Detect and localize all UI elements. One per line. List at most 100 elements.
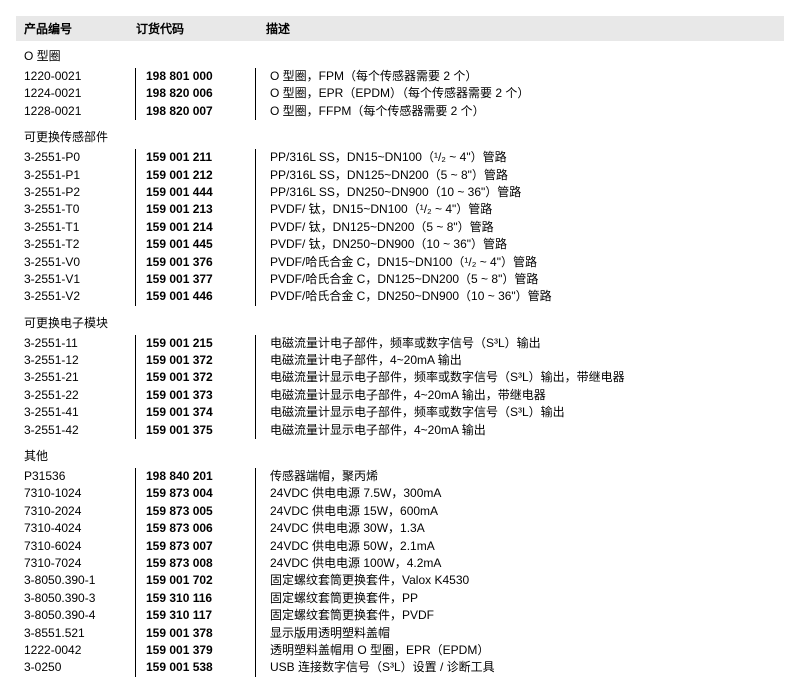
table-row: P31536198 840 201传感器端帽，聚丙烯 [16,468,784,485]
cell-description: PVDF/哈氏合金 C，DN15~DN100（¹/₂ ~ 4"）管路 [256,254,784,271]
table-body: O 型圈1220-0021198 801 000O 型圈，FPM（每个传感器需要… [16,41,784,677]
cell-product-no: 3-2551-21 [16,369,136,386]
table-row: 3-2551-21159 001 372电磁流量计显示电子部件，频率或数字信号（… [16,369,784,386]
cell-description: 显示版用透明塑料盖帽 [256,625,784,642]
cell-order-code: 159 001 214 [136,219,256,236]
cell-order-code: 159 001 444 [136,184,256,201]
section-block: 可更换传感部件3-2551-P0159 001 211PP/316L SS，DN… [16,122,784,306]
cell-description: 固定螺纹套筒更换套件，Valox K4530 [256,572,784,589]
cell-description: PP/316L SS，DN125~DN200（5 ~ 8"）管路 [256,167,784,184]
table-row: 3-2551-P2159 001 444PP/316L SS，DN250~DN9… [16,184,784,201]
table-row: 3-8050.390-1159 001 702固定螺纹套筒更换套件，Valox … [16,572,784,589]
cell-product-no: 7310-2024 [16,503,136,520]
cell-description: 24VDC 供电电源 15W，600mA [256,503,784,520]
table-header: 产品编号 订货代码 描述 [16,16,784,41]
table-row: 3-2551-12159 001 372电磁流量计电子部件，4~20mA 输出 [16,352,784,369]
cell-order-code: 159 001 372 [136,369,256,386]
cell-order-code: 159 001 213 [136,201,256,218]
cell-order-code: 159 001 376 [136,254,256,271]
cell-product-no: 3-2551-V2 [16,288,136,305]
cell-product-no: 3-2551-P1 [16,167,136,184]
cell-description: 电磁流量计电子部件，4~20mA 输出 [256,352,784,369]
header-description: 描述 [256,20,784,37]
cell-product-no: 3-2551-12 [16,352,136,369]
table-row: 3-2551-V0159 001 376PVDF/哈氏合金 C，DN15~DN1… [16,254,784,271]
section-title: 其他 [16,441,784,468]
cell-description: 24VDC 供电电源 50W，2.1mA [256,538,784,555]
table-row: 3-8551.521159 001 378显示版用透明塑料盖帽 [16,625,784,642]
section-title: 可更换传感部件 [16,122,784,149]
table-row: 3-2551-T1159 001 214PVDF/ 钛，DN125~DN200（… [16,219,784,236]
section-rows: P31536198 840 201传感器端帽，聚丙烯7310-1024159 8… [16,468,784,677]
cell-description: PVDF/ 钛，DN250~DN900（10 ~ 36"）管路 [256,236,784,253]
cell-order-code: 198 801 000 [136,68,256,85]
cell-product-no: 1222-0042 [16,642,136,659]
cell-order-code: 159 001 379 [136,642,256,659]
table-row: 3-2551-T0159 001 213PVDF/ 钛，DN15~DN100（¹… [16,201,784,218]
cell-order-code: 159 001 211 [136,149,256,166]
cell-description: 电磁流量计显示电子部件，频率或数字信号（S³L）输出 [256,404,784,421]
cell-order-code: 159 310 117 [136,607,256,624]
cell-description: 24VDC 供电电源 100W，4.2mA [256,555,784,572]
cell-description: O 型圈，EPR（EPDM）（每个传感器需要 2 个） [256,85,784,102]
cell-description: PVDF/哈氏合金 C，DN250~DN900（10 ~ 36"）管路 [256,288,784,305]
cell-order-code: 159 001 375 [136,422,256,439]
table-row: 3-8050.390-3159 310 116固定螺纹套筒更换套件，PP [16,590,784,607]
header-product-no: 产品编号 [16,20,136,37]
cell-order-code: 159 001 538 [136,659,256,676]
cell-description: USB 连接数字信号（S³L）设置 / 诊断工具 [256,659,784,676]
cell-order-code: 159 001 445 [136,236,256,253]
cell-order-code: 198 840 201 [136,468,256,485]
section-title: O 型圈 [16,41,784,68]
cell-product-no: 3-2551-T0 [16,201,136,218]
table-row: 3-0250159 001 538USB 连接数字信号（S³L）设置 / 诊断工… [16,659,784,676]
cell-product-no: 3-2551-P0 [16,149,136,166]
table-row: 3-2551-42159 001 375电磁流量计显示电子部件，4~20mA 输… [16,422,784,439]
cell-description: PP/316L SS，DN250~DN900（10 ~ 36"）管路 [256,184,784,201]
cell-description: PVDF/ 钛，DN15~DN100（¹/₂ ~ 4"）管路 [256,201,784,218]
cell-description: PVDF/哈氏合金 C，DN125~DN200（5 ~ 8"）管路 [256,271,784,288]
cell-order-code: 159 001 377 [136,271,256,288]
table-row: 1220-0021198 801 000O 型圈，FPM（每个传感器需要 2 个… [16,68,784,85]
cell-description: 透明塑料盖帽用 O 型圈，EPR（EPDM） [256,642,784,659]
cell-order-code: 159 873 006 [136,520,256,537]
table-row: 3-2551-P0159 001 211PP/316L SS，DN15~DN10… [16,149,784,166]
section-rows: 3-2551-11159 001 215电磁流量计电子部件，频率或数字信号（S³… [16,335,784,439]
cell-product-no: 3-8050.390-4 [16,607,136,624]
cell-description: 电磁流量计电子部件，频率或数字信号（S³L）输出 [256,335,784,352]
table-row: 3-2551-V2159 001 446PVDF/哈氏合金 C，DN250~DN… [16,288,784,305]
cell-product-no: 3-2551-41 [16,404,136,421]
table-row: 3-2551-V1159 001 377PVDF/哈氏合金 C，DN125~DN… [16,271,784,288]
cell-order-code: 159 001 446 [136,288,256,305]
cell-product-no: 3-0250 [16,659,136,676]
cell-order-code: 159 873 007 [136,538,256,555]
cell-order-code: 159 001 372 [136,352,256,369]
section-title: 可更换电子模块 [16,308,784,335]
cell-description: 电磁流量计显示电子部件，4~20mA 输出 [256,422,784,439]
cell-description: O 型圈，FPM（每个传感器需要 2 个） [256,68,784,85]
cell-product-no: 7310-4024 [16,520,136,537]
cell-order-code: 159 873 004 [136,485,256,502]
cell-order-code: 159 873 008 [136,555,256,572]
cell-order-code: 159 001 373 [136,387,256,404]
cell-product-no: 3-2551-42 [16,422,136,439]
table-row: 3-2551-T2159 001 445PVDF/ 钛，DN250~DN900（… [16,236,784,253]
cell-product-no: 3-2551-11 [16,335,136,352]
cell-description: 电磁流量计显示电子部件，4~20mA 输出，带继电器 [256,387,784,404]
section-rows: 3-2551-P0159 001 211PP/316L SS，DN15~DN10… [16,149,784,306]
cell-product-no: 7310-6024 [16,538,136,555]
table-row: 3-2551-11159 001 215电磁流量计电子部件，频率或数字信号（S³… [16,335,784,352]
cell-order-code: 159 001 702 [136,572,256,589]
table-row: 1228-0021198 820 007O 型圈，FFPM（每个传感器需要 2 … [16,103,784,120]
cell-order-code: 159 001 212 [136,167,256,184]
cell-description: PP/316L SS，DN15~DN100（¹/₂ ~ 4"）管路 [256,149,784,166]
cell-product-no: 3-2551-V1 [16,271,136,288]
section-block: O 型圈1220-0021198 801 000O 型圈，FPM（每个传感器需要… [16,41,784,120]
cell-description: 24VDC 供电电源 7.5W，300mA [256,485,784,502]
table-row: 7310-4024159 873 00624VDC 供电电源 30W，1.3A [16,520,784,537]
table-row: 7310-6024159 873 00724VDC 供电电源 50W，2.1mA [16,538,784,555]
cell-description: 传感器端帽，聚丙烯 [256,468,784,485]
table-row: 3-8050.390-4159 310 117固定螺纹套筒更换套件，PVDF [16,607,784,624]
cell-description: PVDF/ 钛，DN125~DN200（5 ~ 8"）管路 [256,219,784,236]
cell-product-no: 3-2551-V0 [16,254,136,271]
